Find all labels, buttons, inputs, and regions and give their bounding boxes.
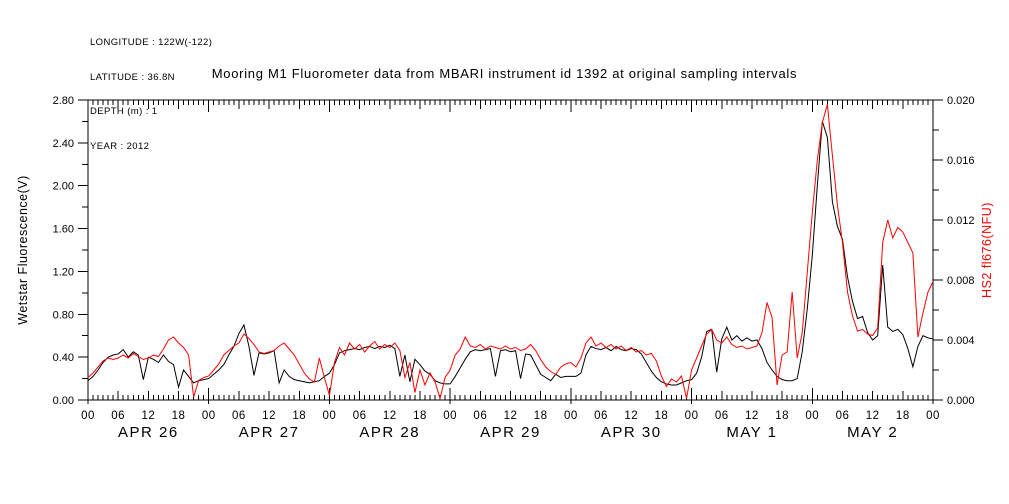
x-axis-day-label: APR 26 (118, 424, 179, 441)
right-axis-tick-label: 0.016 (947, 155, 975, 167)
x-axis-hour-label: 00 (202, 410, 216, 422)
series-hs2-line (87, 104, 934, 401)
right-axis-title: HS2 fl676(NFU) (980, 202, 994, 298)
metadata-depth: DEPTH (m) : 1 (90, 106, 158, 117)
left-axis-tick-label: 2.80 (53, 95, 74, 107)
x-axis-hour-label: 18 (654, 410, 668, 422)
left-axis: 0.00 0.40 0.80 1.20 1.60 2.00 2.40 2.80 (53, 95, 88, 407)
x-axis-day-label: APR 27 (239, 424, 300, 441)
x-axis-hour-label: 12 (745, 410, 759, 422)
x-axis-hour-label: 18 (413, 410, 427, 422)
x-axis-hour-label: 12 (383, 410, 397, 422)
x-axis-hour-label: 18 (534, 410, 548, 422)
x-axis-hour-label: 12 (262, 410, 276, 422)
x-axis-hour-label: 18 (172, 410, 186, 422)
x-axis-hour-label: 06 (594, 410, 608, 422)
left-axis-tick-label: 0.40 (53, 352, 74, 364)
metadata-latitude: LATITUDE : 36.8N (90, 71, 175, 83)
x-axis-hour-label: 18 (896, 410, 910, 422)
left-axis-tick-label: 1.20 (53, 266, 74, 278)
x-axis-hour-label: 06 (473, 410, 487, 422)
x-axis-hour-label: 12 (624, 410, 638, 422)
x-axis-hour-label: 06 (836, 410, 850, 422)
plot-frame (87, 99, 934, 401)
left-axis-tick-label: 0.80 (53, 309, 74, 321)
x-axis-hour-label: 18 (775, 410, 789, 422)
right-axis: 0.000 0.004 0.008 0.012 0.016 0.020 (933, 95, 975, 407)
x-axis-hour-label: 06 (353, 410, 367, 422)
x-axis-hour-label: 00 (926, 410, 940, 422)
metadata-block: LONGITUDE : 122W(-122) LATITUDE : 36.8N … (90, 14, 212, 175)
right-axis-tick-label: 0.008 (947, 275, 975, 287)
axis-titles: Wetstar Fluorescence(V) HS2 fl676(NFU) (16, 175, 994, 325)
x-axis-hour-label: 12 (141, 410, 155, 422)
x-axis-day-label: APR 30 (601, 424, 662, 441)
x-axis-hour-label: 12 (504, 410, 518, 422)
left-axis-tick-label: 1.60 (53, 224, 74, 236)
left-axis-tick-label: 0.00 (53, 395, 74, 407)
x-axis-day-label: MAY 2 (847, 424, 898, 441)
x-axis-hour-label: 18 (292, 410, 306, 422)
x-axis-hour-label: 00 (443, 410, 457, 422)
page-title: Mooring M1 Fluorometer data from MBARI i… (211, 66, 798, 81)
right-axis-tick-label: 0.000 (947, 395, 975, 407)
x-axis-hour-label: 00 (81, 410, 95, 422)
x-axis-hour-label: 06 (232, 410, 246, 422)
x-axis-hour-label: 00 (323, 410, 337, 422)
right-axis-tick-label: 0.020 (947, 95, 975, 107)
left-axis-tick-label: 2.40 (53, 138, 74, 150)
x-axis-hour-label: 00 (564, 410, 578, 422)
left-axis-tick-label: 2.00 (53, 181, 74, 193)
metadata-year: YEAR : 2012 (90, 140, 150, 152)
left-axis-title: Wetstar Fluorescence(V) (16, 175, 30, 325)
x-axis-hour-label: 06 (715, 410, 729, 422)
x-axis-hour-label: 00 (685, 410, 699, 422)
series-wetstar-line (87, 121, 934, 390)
x-axis-hour-label: 00 (805, 410, 819, 422)
x-axis-day-label: APR 29 (480, 424, 541, 441)
x-axis-day-label: APR 28 (359, 424, 420, 441)
x-axis-hour-label: 06 (111, 410, 125, 422)
x-axis-day-label: MAY 1 (726, 424, 777, 441)
x-axis: 00 06 12 18 00 06 12 18 00 06 12 18 00 06 12 18 00 06 12 18… (81, 100, 940, 441)
x-axis-hour-label: 12 (866, 410, 880, 422)
right-axis-tick-label: 0.004 (947, 335, 975, 347)
metadata-longitude: LONGITUDE : 122W(-122) (90, 37, 213, 48)
right-axis-tick-label: 0.012 (947, 215, 975, 227)
